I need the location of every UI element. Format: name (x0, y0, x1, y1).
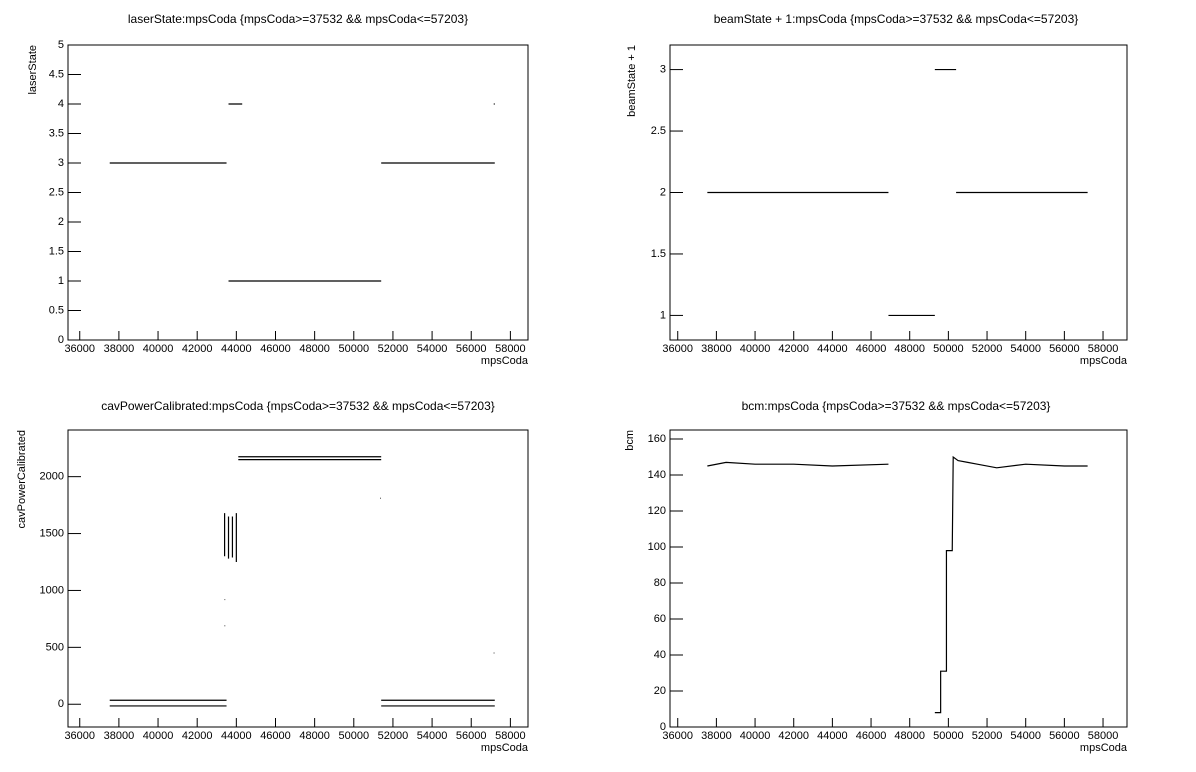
x-tick-label: 42000 (778, 730, 809, 742)
y-tick-label: 3 (660, 63, 666, 75)
chart-title: cavPowerCalibrated:mpsCoda {mpsCoda>=375… (101, 399, 495, 413)
x-tick-label: 52000 (378, 730, 409, 742)
y-tick-label: 1000 (40, 584, 64, 596)
y-tick-label: 1 (58, 275, 64, 287)
x-tick-label: 38000 (701, 730, 732, 742)
x-tick-label: 40000 (740, 343, 771, 355)
y-tick-label: 80 (654, 577, 666, 589)
x-tick-label: 46000 (856, 730, 887, 742)
y-tick-label: 500 (46, 641, 64, 653)
x-tick-label: 36000 (64, 343, 95, 355)
x-tick-label: 56000 (456, 730, 487, 742)
y-tick-label: 120 (648, 505, 666, 517)
y-tick-label: 1.5 (49, 245, 64, 257)
x-axis-title: mpsCoda (1080, 742, 1128, 754)
y-tick-label: 40 (654, 649, 666, 661)
y-tick-label: 1.5 (651, 248, 666, 260)
y-tick-label: 2 (58, 216, 64, 228)
x-tick-label: 52000 (972, 343, 1003, 355)
x-tick-label: 48000 (299, 343, 330, 355)
y-tick-label: 3 (58, 157, 64, 169)
x-tick-label: 58000 (495, 730, 526, 742)
y-tick-label: 20 (654, 685, 666, 697)
x-tick-label: 44000 (221, 730, 252, 742)
x-tick-label: 54000 (1010, 730, 1041, 742)
plot-frame (67, 44, 529, 341)
x-tick-label: 54000 (1010, 343, 1041, 355)
y-tick-label: 140 (648, 469, 666, 481)
x-tick-label: 58000 (495, 343, 526, 355)
chart-title: bcm:mpsCoda {mpsCoda>=37532 && mpsCoda<=… (742, 399, 1051, 413)
x-tick-label: 36000 (662, 343, 693, 355)
chart-title: laserState:mpsCoda {mpsCoda>=37532 && mp… (128, 12, 468, 26)
y-tick-label: 5 (58, 39, 64, 51)
x-tick-label: 56000 (1049, 343, 1080, 355)
x-tick-label: 54000 (417, 343, 448, 355)
y-tick-label: 4 (58, 98, 64, 110)
y-tick-label: 1500 (40, 527, 64, 539)
y-tick-label: 4.5 (49, 68, 64, 80)
plot-frame (67, 429, 529, 728)
y-tick-label: 0 (58, 698, 64, 710)
x-tick-label: 50000 (933, 730, 964, 742)
data-line (707, 68, 1088, 317)
x-tick-label: 50000 (338, 730, 369, 742)
y-tick-label: 160 (648, 433, 666, 445)
x-tick-label: 58000 (1088, 343, 1119, 355)
x-tick-label: 48000 (894, 343, 925, 355)
x-axis-title: mpsCoda (481, 355, 529, 367)
plot-frame (669, 429, 1128, 728)
y-tick-label: 2.5 (49, 186, 64, 198)
x-tick-label: 36000 (64, 730, 95, 742)
y-axis-title: bcm (624, 430, 636, 451)
x-tick-label: 48000 (299, 730, 330, 742)
x-tick-label: 44000 (817, 343, 848, 355)
y-tick-label: 1 (660, 309, 666, 321)
x-tick-label: 38000 (104, 343, 135, 355)
y-axis-title: cavPowerCalibrated (16, 430, 28, 528)
x-axis-title: mpsCoda (481, 742, 529, 754)
data-line (707, 455, 1088, 714)
y-tick-label: 3.5 (49, 127, 64, 139)
x-axis-title: mpsCoda (1080, 355, 1128, 367)
y-axis-title: beamState + 1 (626, 45, 638, 117)
x-tick-label: 38000 (701, 343, 732, 355)
y-tick-label: 0 (660, 721, 666, 733)
y-tick-label: 60 (654, 613, 666, 625)
x-tick-label: 36000 (662, 730, 693, 742)
x-tick-label: 56000 (456, 343, 487, 355)
x-tick-label: 40000 (143, 343, 174, 355)
y-tick-label: 0.5 (49, 304, 64, 316)
x-tick-label: 52000 (378, 343, 409, 355)
x-tick-label: 44000 (817, 730, 848, 742)
chart-title: beamState + 1:mpsCoda {mpsCoda>=37532 &&… (714, 12, 1079, 26)
x-tick-label: 38000 (104, 730, 135, 742)
x-tick-label: 50000 (933, 343, 964, 355)
y-tick-label: 2.5 (651, 125, 666, 137)
x-tick-label: 54000 (417, 730, 448, 742)
x-tick-label: 40000 (740, 730, 771, 742)
x-tick-label: 42000 (182, 343, 213, 355)
x-tick-label: 44000 (221, 343, 252, 355)
data-line (109, 103, 495, 282)
x-tick-label: 46000 (260, 730, 291, 742)
x-tick-label: 46000 (260, 343, 291, 355)
y-axis-title: laserState (27, 45, 39, 95)
x-tick-label: 46000 (856, 343, 887, 355)
y-tick-label: 2 (660, 186, 666, 198)
x-tick-label: 42000 (778, 343, 809, 355)
x-tick-label: 58000 (1088, 730, 1119, 742)
y-tick-label: 2000 (40, 471, 64, 483)
x-tick-label: 40000 (143, 730, 174, 742)
data-line (109, 456, 495, 707)
x-tick-label: 56000 (1049, 730, 1080, 742)
x-tick-label: 48000 (894, 730, 925, 742)
x-tick-label: 50000 (338, 343, 369, 355)
y-tick-label: 100 (648, 541, 666, 553)
x-tick-label: 42000 (182, 730, 213, 742)
y-tick-label: 0 (58, 334, 64, 346)
x-tick-label: 52000 (972, 730, 1003, 742)
